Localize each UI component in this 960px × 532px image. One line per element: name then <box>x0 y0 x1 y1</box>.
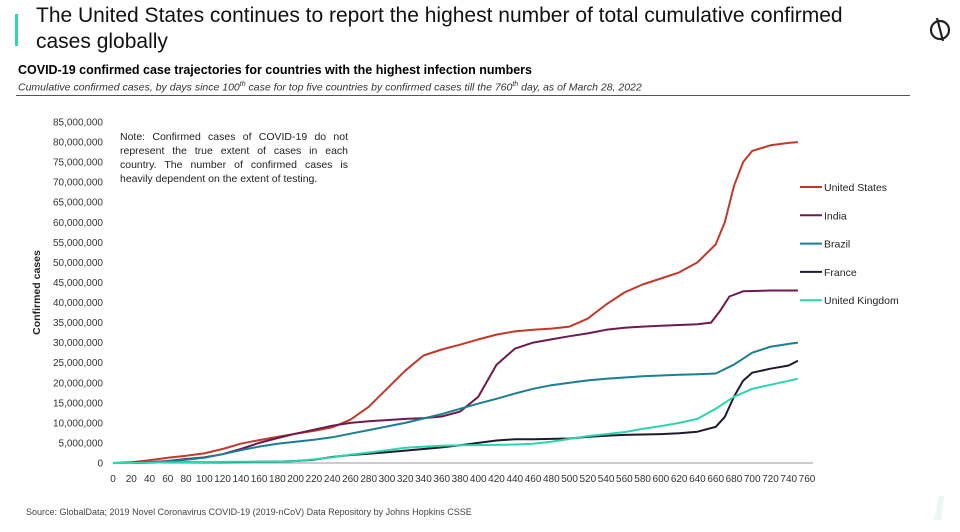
y-axis-label: Confirmed cases <box>31 250 43 335</box>
chart-subtitle: COVID-19 confirmed case trajectories for… <box>18 63 532 77</box>
chart-description: Cumulative confirmed cases, by days sinc… <box>18 81 642 94</box>
y-tick-label: 65,000,000 <box>53 198 103 209</box>
series-line-united-states <box>112 141 798 464</box>
x-tick-label: 180 <box>269 474 286 485</box>
x-tick-label: 500 <box>561 474 578 485</box>
x-tick-label: 440 <box>506 474 523 485</box>
description-part: Cumulative confirmed cases, by days sinc… <box>18 81 240 94</box>
description-part: case for top five countries by confirmed… <box>245 81 513 94</box>
source-note: Source: GlobalData; 2019 Novel Coronavir… <box>26 507 472 517</box>
y-tick-label: 50,000,000 <box>53 258 103 269</box>
x-tick-label: 20 <box>126 474 138 485</box>
x-tick-label: 300 <box>379 474 396 485</box>
y-tick-label: 30,000,000 <box>53 338 103 349</box>
x-tick-label: 560 <box>616 474 633 485</box>
globaldata-logo-icon[interactable] <box>928 16 952 42</box>
y-tick-label: 80,000,000 <box>53 138 103 149</box>
x-tick-label: 700 <box>744 474 761 485</box>
y-tick-label: 10,000,000 <box>53 418 103 429</box>
y-tick-label: 45,000,000 <box>53 278 103 289</box>
x-tick-label: 60 <box>162 474 174 485</box>
description-superscript: th <box>512 81 519 88</box>
x-tick-label: 720 <box>762 474 779 485</box>
y-tick-label: 15,000,000 <box>53 398 103 409</box>
x-tick-label: 420 <box>488 474 505 485</box>
x-tick-label: 600 <box>653 474 670 485</box>
x-tick-label: 580 <box>634 474 651 485</box>
x-tick-label: 320 <box>397 474 414 485</box>
x-tick-label: 760 <box>799 474 816 485</box>
legend-label: United Kingdom <box>824 295 899 307</box>
x-tick-label: 200 <box>287 474 304 485</box>
x-tick-label: 520 <box>579 474 596 485</box>
x-tick-label: 160 <box>251 474 268 485</box>
x-tick-label: 360 <box>433 474 450 485</box>
y-tick-label: 0 <box>97 459 103 470</box>
y-tick-label: 40,000,000 <box>53 298 103 309</box>
title-accent-bar <box>15 14 18 46</box>
header-divider <box>16 95 910 96</box>
page-title: The United States continues to report th… <box>36 4 843 53</box>
x-tick-label: 280 <box>360 474 377 485</box>
line-chart: 0 5,000,000 10,000,000 15,000,000 20,000,000… <box>31 118 899 486</box>
x-tick-label: 340 <box>415 474 432 485</box>
legend-label: United States <box>824 182 887 194</box>
x-tick-label: 640 <box>689 474 706 485</box>
x-tick-label: 460 <box>525 474 542 485</box>
series-line-brazil <box>113 341 799 464</box>
y-tick-label: 60,000,000 <box>53 218 103 229</box>
x-tick-label: 220 <box>306 474 323 485</box>
x-tick-label: 0 <box>110 474 116 485</box>
x-tick-label: 260 <box>342 474 359 485</box>
chart-note: Note: Confirmed cases of COVID-19 do not… <box>120 131 348 185</box>
x-tick-label: 400 <box>470 474 487 485</box>
legend-label: Brazil <box>824 239 850 251</box>
y-tick-label: 20,000,000 <box>53 378 103 389</box>
x-tick-label: 140 <box>232 474 249 485</box>
y-tick-label: 55,000,000 <box>53 238 103 249</box>
x-tick-label: 100 <box>196 474 213 485</box>
description-superscript: th <box>239 81 246 88</box>
x-tick-label: 540 <box>598 474 615 485</box>
x-tick-label: 120 <box>214 474 231 485</box>
x-tick-label: 480 <box>543 474 560 485</box>
x-tick-label: 40 <box>144 474 156 485</box>
y-tick-label: 5,000,000 <box>59 438 104 449</box>
series-line-india <box>113 289 798 464</box>
legend-label: India <box>824 210 847 222</box>
series-line-united-kingdom <box>113 377 799 464</box>
y-tick-label: 25,000,000 <box>53 358 103 369</box>
y-tick-label: 35,000,000 <box>53 318 103 329</box>
x-tick-label: 660 <box>707 474 724 485</box>
y-tick-label: 75,000,000 <box>53 158 103 169</box>
legend-label: France <box>824 267 857 279</box>
x-tick-label: 680 <box>726 474 743 485</box>
x-tick-label: 240 <box>324 474 341 485</box>
x-tick-label: 380 <box>452 474 469 485</box>
y-tick-label: 70,000,000 <box>53 178 103 189</box>
x-tick-label: 620 <box>671 474 688 485</box>
chart-area: 0 5,000,000 10,000,000 15,000,000 20,000,000… <box>0 100 960 500</box>
brand-corner-icon <box>934 496 944 520</box>
x-tick-label: 740 <box>780 474 797 485</box>
y-tick-label: 85,000,000 <box>53 118 103 129</box>
description-part: day, as of March 28, 2022 <box>518 81 642 94</box>
x-tick-label: 80 <box>180 474 192 485</box>
